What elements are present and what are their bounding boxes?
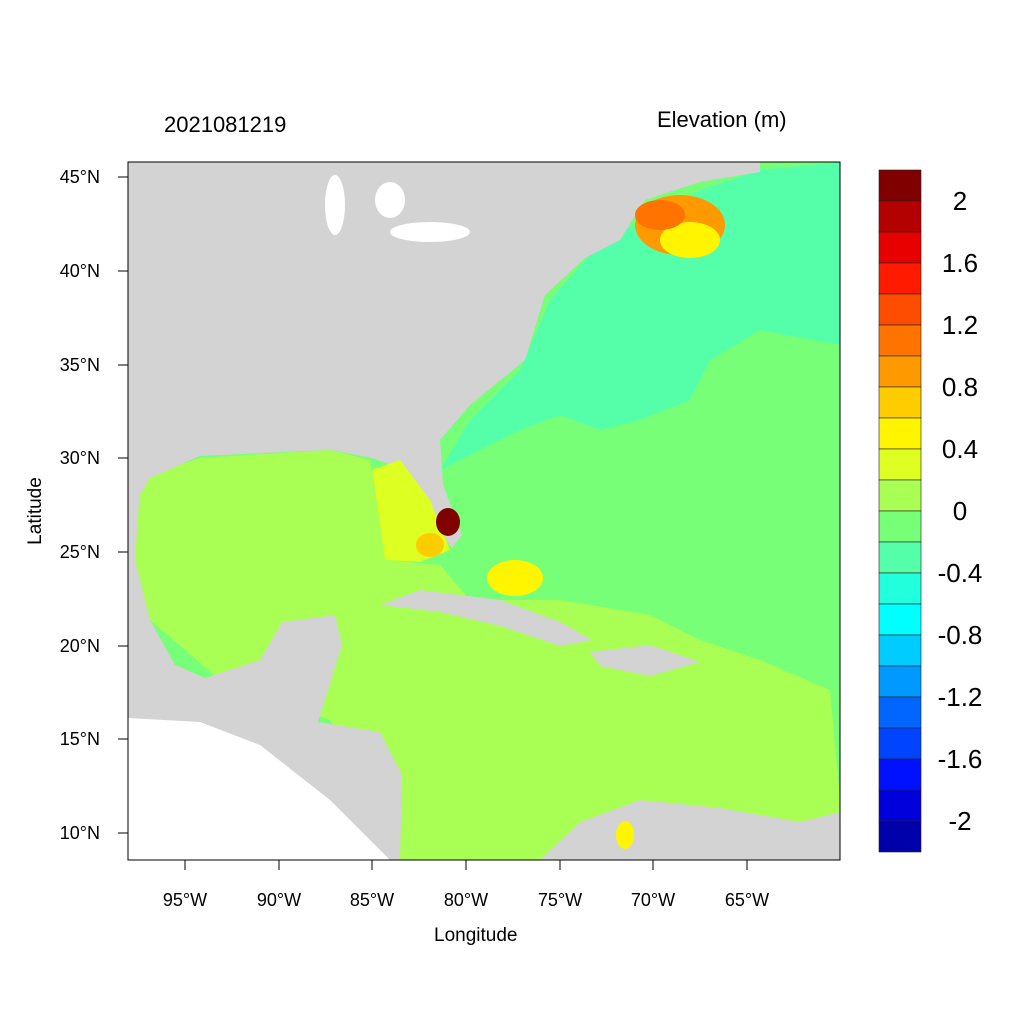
land-south-america [540,800,840,860]
colorbar-label: 0 [952,496,968,526]
colorbar-box [878,169,922,202]
axis-ticks [118,176,748,870]
lat-tick-label: 15°N [59,729,100,749]
colorbar-label: -0.4 [937,558,983,588]
colorbar-box [878,231,922,264]
lon-tick-label: 95°W [162,890,208,910]
colorbar-label: -2 [948,806,972,836]
colorbar-box [878,293,922,326]
lake-michigan [325,175,345,235]
lon-tick-label: 80°W [443,890,489,910]
lake-huron [375,182,405,218]
colorbar-box [878,262,922,295]
colorbar-box [878,510,922,543]
x-axis-label: Longitude [434,925,518,946]
colorbar-box [878,479,922,512]
colorbar-box [878,572,922,605]
colorbar-box [878,634,922,667]
north-atlantic-region [440,162,840,470]
lat-tick-label: 45°N [59,167,100,187]
anomaly-maine-coast [635,200,685,230]
colorbar-box [878,696,922,729]
colorbar-label: 1.2 [941,310,979,340]
lat-tick-label: 25°N [59,542,100,562]
colorbar-box [878,603,922,636]
colorbar-label: -1.2 [937,682,983,712]
variable-title: Elevation (m) [657,107,787,132]
colorbar-label: 0.4 [941,434,979,464]
lake-erie [390,222,470,242]
colorbar-box [878,324,922,357]
land-hispaniola [590,645,700,676]
colorbar-box [878,665,922,698]
time-stamp-title: 2021081219 [164,112,287,137]
lat-tick-label: 35°N [59,355,100,375]
colorbar-box [878,417,922,450]
lon-tick-label: 75°W [537,890,583,910]
colorbar-label: -0.8 [937,620,983,650]
anomaly-south-florida [436,508,460,536]
colorbar-box [878,355,922,388]
gulf-caribbean-region [130,450,840,860]
anomaly-florida-keys [416,533,444,557]
lon-tick-label: 70°W [630,890,676,910]
colorbar-box [878,386,922,419]
colorbar-box [878,200,922,233]
lat-tick-label: 20°N [59,636,100,656]
lon-tick-label: 65°W [724,890,770,910]
lon-tick-label: 85°W [349,890,395,910]
land-pacific-white [128,718,390,860]
colorbar-box [878,789,922,822]
lat-tick-label: 30°N [59,448,100,468]
colorbar-box [878,820,922,853]
land-north-america [128,162,760,548]
colorbar-label: 2 [952,186,968,216]
plot-frame [127,161,841,861]
y-axis-label: Latitude [25,477,46,545]
lon-tick-label: 90°W [256,890,302,910]
land-cuba [380,590,592,646]
colorbar-box [878,727,922,760]
colorbar-box [878,541,922,574]
anomaly-bahamas [487,560,543,596]
colorbar [878,169,922,853]
colorbar-label: 1.6 [941,248,979,278]
colorbar-box [878,448,922,481]
anomaly-maracaibo [616,821,634,849]
lat-tick-label: 40°N [59,261,100,281]
colorbar-box [878,758,922,791]
colorbar-label: 0.8 [941,372,979,402]
colorbar-label: -1.6 [937,744,983,774]
anomaly-georges-bank [660,222,720,258]
lat-tick-label: 10°N [59,823,100,843]
